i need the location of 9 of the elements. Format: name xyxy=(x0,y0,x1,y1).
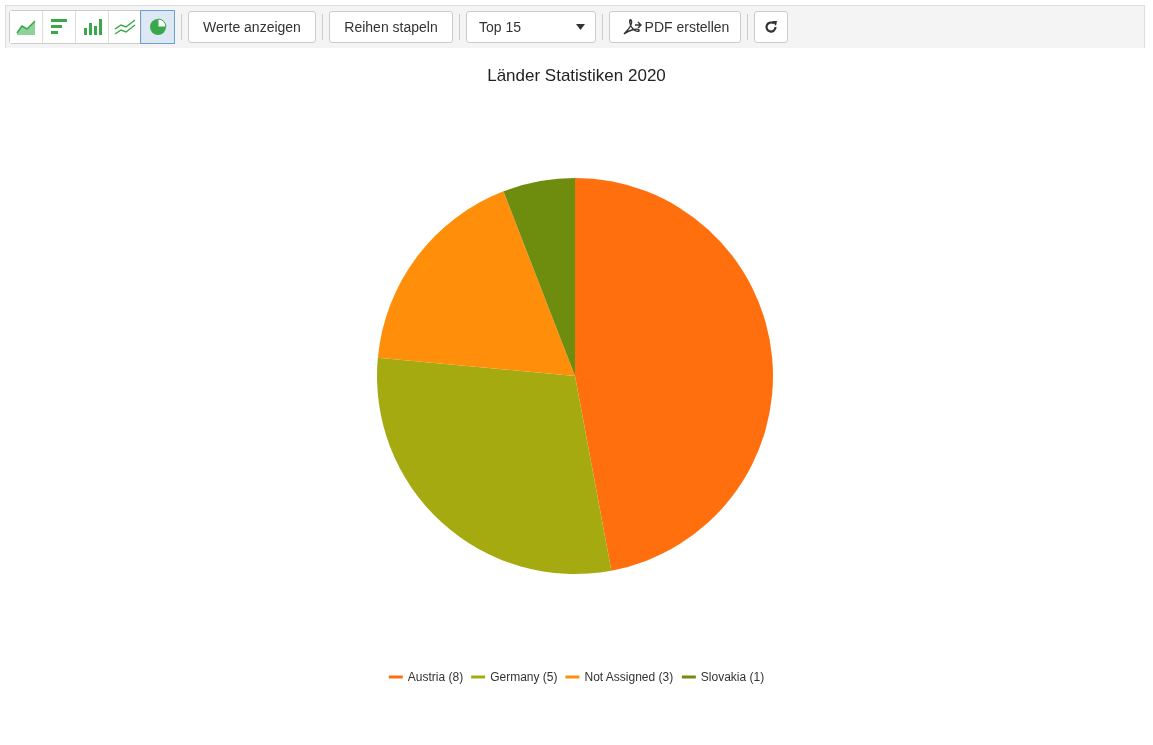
text: Top 15 xyxy=(479,19,522,35)
legend-label: Austria (8) xyxy=(407,670,464,684)
text: Werte anzeigen xyxy=(188,11,316,43)
legend-label: Not Assigned (3) xyxy=(584,670,674,684)
legend-label: Germany (5) xyxy=(490,670,558,684)
text: PDF erstellen xyxy=(644,19,730,35)
legend-label: Slovakia (1) xyxy=(700,670,765,684)
chart-title: Länder Statistiken 2020 xyxy=(487,66,666,85)
text: Reihen stapeln xyxy=(329,11,453,43)
